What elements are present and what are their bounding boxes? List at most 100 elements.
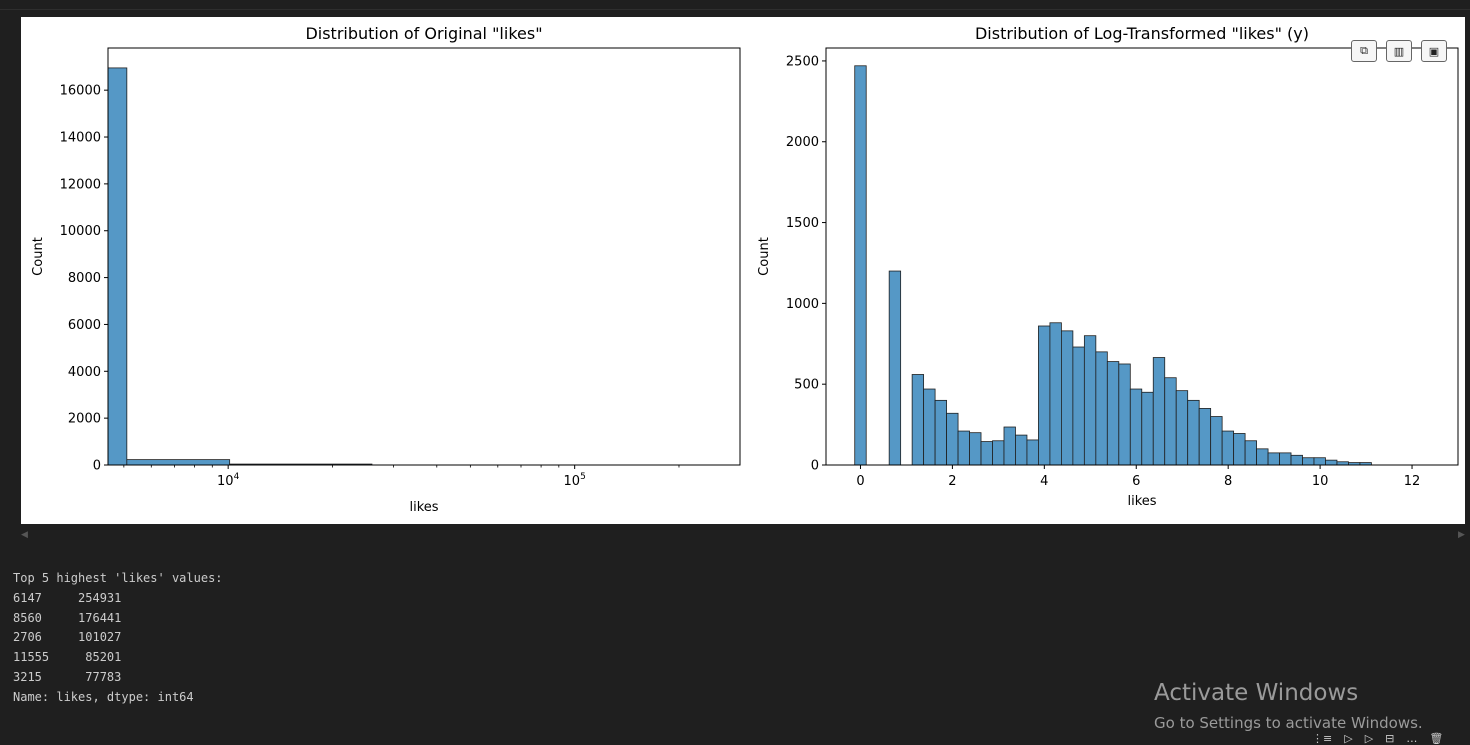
x-tick-label: 4 (1040, 474, 1048, 489)
y-tick-label: 1000 (786, 297, 819, 312)
histogram-bar (1176, 391, 1187, 465)
histogram-bar (1004, 427, 1015, 465)
y-tick-label: 0 (811, 459, 819, 474)
x-tick-label: 0 (856, 474, 864, 489)
save-icon[interactable]: ▣ (1421, 40, 1447, 62)
y-tick-label: 1500 (786, 216, 819, 231)
histogram-bar (981, 442, 992, 465)
histogram-bar (127, 460, 230, 465)
histogram-bar (889, 271, 900, 465)
scroll-left-icon[interactable]: ◀ (21, 530, 28, 540)
y-tick-label: 16000 (60, 84, 101, 99)
y-tick-label: 2000 (68, 412, 101, 427)
output-line: 6147 254931 (13, 591, 121, 605)
histogram-bar (935, 400, 946, 465)
histogram-bar (1038, 326, 1049, 465)
histogram-bar (1107, 362, 1118, 465)
watermark-subtitle: Go to Settings to activate Windows. (1154, 713, 1423, 733)
delete-icon[interactable]: 🗑 (1429, 732, 1443, 745)
horizontal-scrollbar[interactable]: ◀ ▶ (0, 530, 1470, 546)
figure-canvas: 0200040006000800010000120001400016000104… (21, 17, 1465, 524)
output-line: 8560 176441 (13, 611, 121, 625)
output-line: 2706 101027 (13, 630, 121, 644)
execute-below-icon[interactable]: ▷ (1365, 732, 1373, 745)
chart-title: Distribution of Original "likes" (305, 24, 542, 43)
histogram-bar (1291, 455, 1302, 465)
bar-chart-icon[interactable]: ▥ (1386, 40, 1412, 62)
histogram-bar (1165, 378, 1176, 465)
x-tick-label: 104 (217, 472, 240, 489)
y-tick-label: 14000 (60, 131, 101, 146)
histogram-bar (1142, 392, 1153, 465)
output-line: 3215 77783 (13, 670, 121, 684)
y-tick-label: 0 (93, 459, 101, 474)
histogram-bar (1130, 389, 1141, 465)
x-tick-label: 12 (1404, 474, 1421, 489)
histogram-bar (1211, 417, 1222, 465)
cell-text-output: Top 5 highest 'likes' values: 6147 25493… (13, 569, 223, 708)
histogram-bar (1257, 449, 1268, 465)
chart-title: Distribution of Log-Transformed "likes" … (975, 24, 1309, 43)
scroll-right-icon[interactable]: ▶ (1458, 530, 1465, 540)
histogram-bar (1245, 441, 1256, 465)
y-axis-label: Count (31, 237, 46, 276)
plot-frame (108, 48, 740, 465)
y-tick-label: 2000 (786, 135, 819, 150)
histogram-bar (1119, 364, 1130, 465)
x-axis-label: likes (1127, 494, 1156, 509)
histogram-bar (1280, 453, 1291, 465)
x-axis-label: likes (409, 500, 438, 515)
x-tick-label: 10 (1312, 474, 1329, 489)
x-tick-label: 6 (1132, 474, 1140, 489)
histogram-bar (1222, 431, 1233, 465)
copy-icon[interactable]: ⧉ (1351, 40, 1377, 62)
chart-1: 0 2000 4000 6000 8000 10000 12000 14000 16000 104… (31, 24, 740, 515)
histogram-bar (1061, 331, 1072, 465)
histogram-bar (1073, 347, 1084, 465)
histogram-bar (1314, 458, 1325, 465)
y-tick-label: 6000 (68, 318, 101, 333)
histogram-bar (993, 441, 1004, 465)
top-bar (0, 0, 1470, 10)
split-cell-icon[interactable]: ⊟ (1385, 732, 1394, 745)
histogram-bar (924, 389, 935, 465)
histogram-bar (912, 374, 923, 465)
histogram-bar (1027, 440, 1038, 465)
x-tick-label: 8 (1224, 474, 1232, 489)
y-tick-label: 2500 (786, 54, 819, 69)
histogram-bar (1050, 323, 1061, 465)
figure-toolbar: ⧉ ▥ ▣ (1351, 40, 1447, 62)
histogram-bar (855, 66, 866, 465)
y-tick-label: 4000 (68, 365, 101, 380)
histogram-bar (1268, 453, 1279, 465)
y-tick-label: 10000 (60, 224, 101, 239)
y-tick-label: 8000 (68, 271, 101, 286)
histogram-bar (958, 431, 969, 465)
histogram-bar (1084, 336, 1095, 465)
histogram-bar (970, 433, 981, 465)
run-by-line-icon[interactable]: ⋮≡ (1312, 732, 1332, 745)
histogram-bar (1015, 435, 1026, 465)
output-line: 11555 85201 (13, 650, 121, 664)
histogram-bar (1325, 460, 1336, 465)
y-axis-label: Count (757, 237, 772, 276)
y-tick-label: 500 (794, 378, 819, 393)
histogram-bar (1188, 400, 1199, 465)
output-header: Top 5 highest 'likes' values: (13, 571, 223, 585)
histogram-bar (108, 68, 127, 465)
x-tick-label: 105 (564, 472, 586, 489)
more-icon[interactable]: … (1406, 732, 1417, 745)
y-tick-label: 12000 (60, 177, 101, 192)
cell-toolbar: ⋮≡ ▷ ▷ ⊟ … 🗑 (1312, 732, 1443, 745)
output-line: Name: likes, dtype: int64 (13, 690, 194, 704)
histogram-bar (1096, 352, 1107, 465)
histogram-bar (1303, 458, 1314, 465)
watermark-title: Activate Windows (1154, 679, 1423, 707)
histogram-bar (1153, 358, 1164, 465)
activate-windows-watermark: Activate Windows Go to Settings to activ… (1154, 679, 1423, 733)
histogram-bar (947, 413, 958, 465)
histogram-bar (1234, 433, 1245, 465)
execute-above-icon[interactable]: ▷ (1344, 732, 1352, 745)
